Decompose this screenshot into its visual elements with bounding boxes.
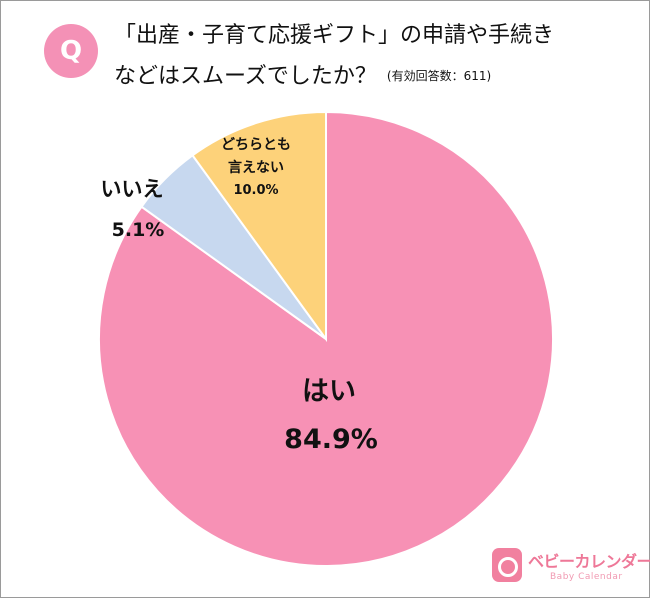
question-title-text: などはスムーズでしたか？ [114, 64, 377, 89]
slice-label-no: いいえ [101, 177, 164, 201]
question-badge: Q [44, 24, 98, 78]
slice-label-neutral-line1: どちらとも [221, 137, 291, 153]
question-title-line1: 「出産・子育て応援ギフト」の申請や手続き [114, 23, 555, 48]
pie-slices [98, 110, 554, 567]
logo-subtitle: Baby Calendar [550, 572, 623, 582]
baby-calendar-logo: ベビーカレンダー Baby Calendar [492, 548, 650, 588]
slice-value-no: 5.1% [112, 219, 165, 241]
logo-name: ベビーカレンダー [528, 552, 650, 571]
calendar-icon [492, 548, 522, 582]
respondent-count: (有効回答数：611) [386, 69, 492, 83]
slice-label-neutral-line2: 言えない [228, 159, 284, 176]
pie-slice-neutral [191, 110, 327, 343]
question-title-line2: などはスムーズでしたか？ (有効回答数：611) [114, 60, 634, 93]
slice-value-neutral: 10.0% [233, 183, 278, 198]
slice-value-yes: 84.9% [284, 424, 378, 455]
slice-label-yes: はい [302, 376, 356, 407]
